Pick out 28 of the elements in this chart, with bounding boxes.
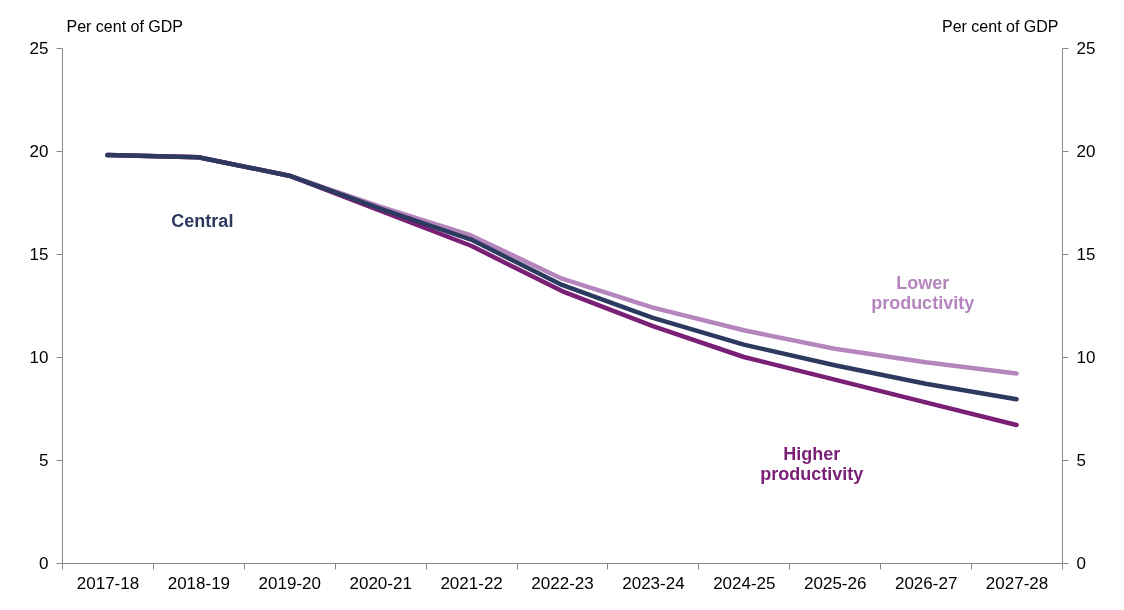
y-tick-label: 0 — [39, 553, 49, 573]
x-tick-label: 2027-28 — [985, 573, 1049, 593]
y2-tick-label: 15 — [1076, 244, 1096, 264]
text: Higher productivity — [760, 443, 864, 484]
x-tick-label: 2023-24 — [622, 573, 685, 593]
y2-tick-label: 20 — [1076, 141, 1096, 161]
y-tick-label: 15 — [29, 244, 49, 264]
x-tick-label: 2020-21 — [349, 573, 412, 593]
y2-tick-label: 25 — [1076, 38, 1096, 58]
y2-tick-label: 0 — [1076, 553, 1086, 573]
text: Central — [171, 211, 234, 232]
y-tick-label: 10 — [29, 347, 49, 367]
x-tick-label: 2026-27 — [894, 573, 958, 593]
x-tick-label: 2017-18 — [76, 573, 140, 593]
y2-axis-title: Per cent of GDP — [942, 17, 1059, 35]
y-tick-label: 5 — [39, 450, 49, 470]
x-tick-label: 2018-19 — [167, 573, 231, 593]
x-tick-label: 2024-25 — [713, 573, 776, 593]
x-tick-label: 2019-20 — [258, 573, 321, 593]
x-tick-label: 2025-26 — [804, 573, 867, 593]
y-tick-label: 25 — [29, 38, 49, 58]
x-tick-label: 2022-23 — [531, 573, 594, 593]
y2-tick-label: 10 — [1076, 347, 1096, 367]
y-axis-title: Per cent of GDP — [66, 17, 183, 35]
y-tick-label: 20 — [29, 141, 49, 161]
y2-tick-label: 5 — [1076, 450, 1086, 470]
x-tick-label: 2021-22 — [440, 573, 503, 593]
text: Lower productivity — [871, 273, 975, 314]
